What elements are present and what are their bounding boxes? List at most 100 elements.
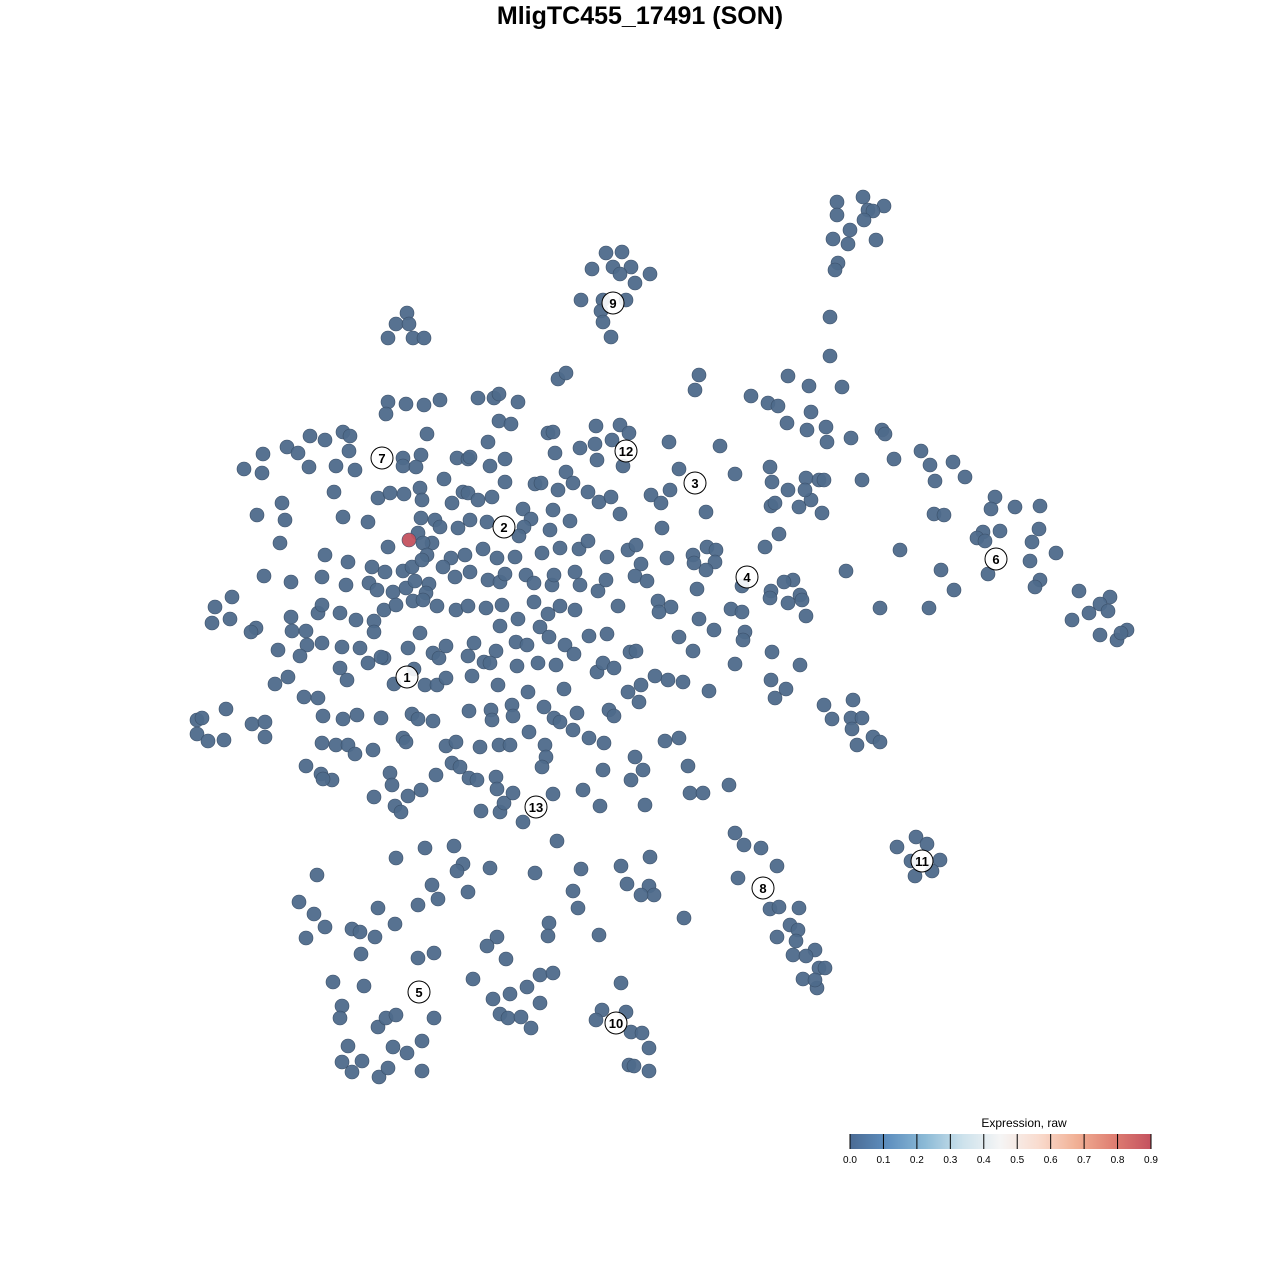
cluster-label-8: 8 xyxy=(751,876,775,900)
cell-point xyxy=(388,1007,404,1023)
cell-point xyxy=(373,649,389,665)
cell-point xyxy=(685,643,701,659)
cell-point xyxy=(610,598,626,614)
cell-point xyxy=(334,639,350,655)
cluster-label-badge xyxy=(683,471,707,495)
cell-point xyxy=(352,640,368,656)
cell-point xyxy=(340,1038,356,1054)
cell-point xyxy=(470,390,486,406)
cell-point xyxy=(913,443,929,459)
cell-point xyxy=(1027,579,1043,595)
cluster-label-9: 9 xyxy=(601,291,625,315)
cell-point xyxy=(643,487,659,503)
cell-point xyxy=(822,309,838,325)
cell-point xyxy=(566,646,582,662)
cell-point xyxy=(432,392,448,408)
cell-point xyxy=(558,365,574,381)
cluster-label-badge xyxy=(751,876,775,900)
cell-point xyxy=(791,499,807,515)
cell-point xyxy=(614,244,630,260)
cell-point xyxy=(642,266,658,282)
cell-point xyxy=(1100,603,1116,619)
cell-point xyxy=(626,1058,642,1074)
expressing-cell-point xyxy=(401,532,417,548)
cell-point xyxy=(475,541,491,557)
cell-point xyxy=(945,454,961,470)
cell-point xyxy=(484,489,500,505)
cell-point xyxy=(698,504,714,520)
cluster-label-5: 5 xyxy=(407,980,431,1004)
cell-point xyxy=(633,556,649,572)
cell-point xyxy=(317,547,333,563)
cluster-label-7: 7 xyxy=(370,446,394,470)
cell-point xyxy=(834,379,850,395)
cell-point xyxy=(283,609,299,625)
cell-point xyxy=(414,1033,430,1049)
cell-point xyxy=(552,598,568,614)
cell-point xyxy=(727,656,743,672)
cell-point xyxy=(270,642,286,658)
cell-point xyxy=(872,600,888,616)
cell-point xyxy=(447,569,463,585)
cell-point xyxy=(380,330,396,346)
cell-point xyxy=(573,292,589,308)
cell-point xyxy=(332,1010,348,1026)
cell-point xyxy=(769,858,785,874)
cell-point xyxy=(641,1040,657,1056)
cell-point xyxy=(290,445,306,461)
cell-point xyxy=(735,632,751,648)
cell-point xyxy=(412,625,428,641)
cell-point xyxy=(410,711,426,727)
cell-point xyxy=(606,660,622,676)
cell-point xyxy=(621,425,637,441)
cell-point xyxy=(763,672,779,688)
cell-point xyxy=(573,861,589,877)
cell-point xyxy=(334,998,350,1014)
cell-point xyxy=(591,927,607,943)
cell-point xyxy=(301,459,317,475)
cell-point xyxy=(575,782,591,798)
cell-point xyxy=(315,771,331,787)
cell-point xyxy=(599,626,615,642)
cluster-label-badge xyxy=(604,1011,628,1035)
cell-point xyxy=(438,670,454,686)
cell-point xyxy=(314,735,330,751)
cell-point xyxy=(469,772,485,788)
cell-point xyxy=(840,236,856,252)
cell-point xyxy=(207,599,223,615)
cell-point xyxy=(432,519,448,535)
cluster-label-11: 11 xyxy=(910,849,934,873)
cell-point xyxy=(277,512,293,528)
cell-point xyxy=(829,194,845,210)
cell-point xyxy=(462,564,478,580)
cell-point xyxy=(727,825,743,841)
cell-point xyxy=(189,726,205,742)
cell-point xyxy=(407,573,423,589)
cell-point xyxy=(314,597,330,613)
cell-point xyxy=(589,452,605,468)
cell-point xyxy=(558,464,574,480)
cell-point xyxy=(298,930,314,946)
cell-point xyxy=(762,459,778,475)
cell-point xyxy=(505,785,521,801)
cell-point xyxy=(780,595,796,611)
cell-point xyxy=(581,628,597,644)
cell-point xyxy=(687,382,703,398)
cluster-label-6: 6 xyxy=(984,547,1008,571)
cell-point xyxy=(557,637,573,653)
cell-point xyxy=(509,658,525,674)
cell-point xyxy=(780,368,796,384)
cell-point xyxy=(404,559,420,575)
cell-point xyxy=(479,514,495,530)
cell-point xyxy=(400,788,416,804)
cell-point xyxy=(818,419,834,435)
cell-point xyxy=(572,577,588,593)
cell-point xyxy=(510,611,526,627)
cell-point xyxy=(676,910,692,926)
cell-point xyxy=(460,485,476,501)
cluster-label-badge xyxy=(395,665,419,689)
cell-point xyxy=(460,648,476,664)
cell-point xyxy=(488,643,504,659)
cell-point xyxy=(505,708,521,724)
cell-point xyxy=(222,611,238,627)
